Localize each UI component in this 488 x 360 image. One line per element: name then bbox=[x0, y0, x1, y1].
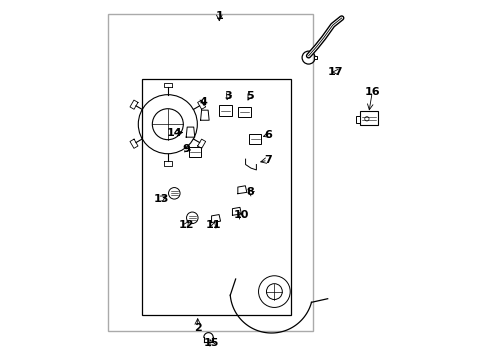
Text: 17: 17 bbox=[327, 67, 343, 77]
Bar bbox=[355, 116, 360, 123]
Bar bbox=[238, 107, 250, 117]
Text: 12: 12 bbox=[178, 220, 194, 230]
Bar bbox=[313, 56, 317, 59]
Text: 6: 6 bbox=[264, 130, 271, 140]
Bar bbox=[219, 105, 231, 116]
Text: 14: 14 bbox=[166, 128, 182, 138]
Text: 10: 10 bbox=[233, 210, 248, 220]
Text: 13: 13 bbox=[153, 194, 168, 204]
Bar bbox=[359, 111, 378, 125]
Text: 4: 4 bbox=[199, 96, 206, 107]
Text: 5: 5 bbox=[245, 91, 253, 101]
Bar bbox=[107, 14, 312, 331]
Text: 8: 8 bbox=[245, 186, 253, 197]
Text: 1: 1 bbox=[215, 11, 223, 21]
Text: 7: 7 bbox=[264, 155, 271, 165]
Bar bbox=[249, 134, 261, 144]
Text: 2: 2 bbox=[193, 323, 201, 333]
Text: 9: 9 bbox=[182, 144, 190, 154]
Text: 3: 3 bbox=[224, 91, 232, 101]
Text: 15: 15 bbox=[203, 338, 219, 348]
Bar bbox=[142, 79, 291, 315]
Text: 16: 16 bbox=[364, 87, 379, 97]
Text: 11: 11 bbox=[206, 220, 221, 230]
Bar bbox=[189, 147, 201, 157]
